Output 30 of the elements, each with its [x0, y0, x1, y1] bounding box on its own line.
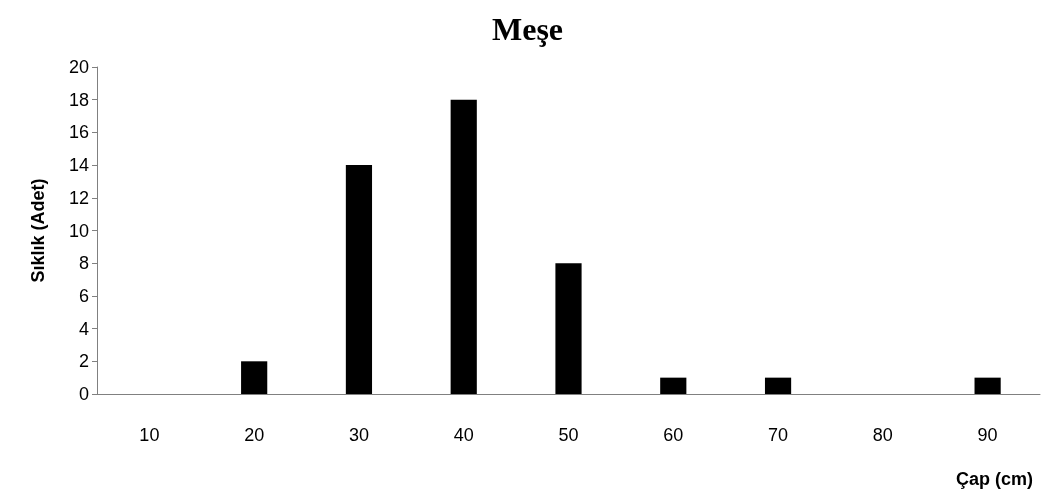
y-tick-label: 4 [78, 318, 89, 339]
x-tick-label: 30 [348, 425, 369, 445]
chart-title: Meşe [491, 11, 564, 47]
x-tick-label: 90 [977, 425, 998, 445]
bar [974, 377, 1001, 394]
bar [555, 263, 582, 394]
y-axis-title: Sıklık (Adet) [28, 178, 48, 283]
y-tick-label: 18 [68, 89, 89, 110]
y-tick-label: 6 [78, 285, 89, 306]
x-tick-label: 70 [768, 425, 789, 445]
bar [450, 99, 477, 394]
bar [241, 361, 268, 394]
x-tick-label: 80 [872, 425, 893, 445]
x-tick-label: 40 [453, 425, 474, 445]
x-axis-title: Çap (cm) [955, 469, 1034, 489]
y-tick-label: 8 [78, 253, 89, 274]
bar [764, 377, 792, 394]
y-tick-label: 16 [68, 122, 89, 143]
bar [660, 377, 687, 394]
y-tick-label: 0 [78, 384, 89, 404]
x-tick-label: 60 [663, 425, 684, 445]
y-tick-label: 10 [68, 220, 89, 241]
y-tick-label: 12 [68, 187, 89, 208]
y-tick-label: 20 [68, 57, 89, 77]
bar [345, 165, 373, 394]
x-tick-label: 50 [558, 425, 579, 445]
x-tick-label: 20 [244, 425, 265, 445]
y-tick-label: 14 [68, 155, 89, 176]
x-tick-label: 10 [139, 425, 160, 445]
y-tick-label: 2 [78, 351, 89, 372]
